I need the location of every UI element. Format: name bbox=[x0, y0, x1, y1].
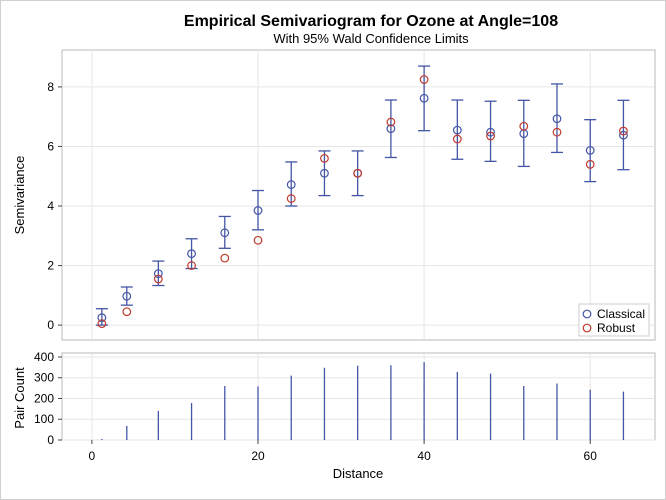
x-tick-label: 20 bbox=[251, 449, 265, 463]
robust-point bbox=[187, 261, 196, 270]
classical-point bbox=[153, 269, 163, 279]
robust-point bbox=[122, 307, 132, 317]
robust-point bbox=[97, 319, 107, 329]
legend-label: Robust bbox=[597, 321, 636, 335]
robust-point bbox=[220, 253, 230, 263]
y-tick-label: 400 bbox=[34, 350, 54, 364]
bottom-panel-frame bbox=[61, 352, 656, 441]
robust-point bbox=[386, 117, 396, 127]
robust-point bbox=[353, 168, 363, 178]
robust-point bbox=[619, 126, 628, 136]
robust-point bbox=[253, 235, 263, 245]
legend-marker-icon bbox=[582, 309, 592, 319]
classical-point bbox=[486, 127, 495, 137]
y-tick-label: 200 bbox=[34, 391, 54, 405]
y-axis-label-top: Semivariance bbox=[12, 156, 27, 235]
classical-point bbox=[386, 124, 396, 134]
classical-point bbox=[220, 228, 230, 238]
y-axis-label-bottom: Pair Count bbox=[12, 367, 27, 429]
classical-point bbox=[320, 168, 329, 178]
y-tick-label: 0 bbox=[47, 318, 54, 332]
legend-label: Classical bbox=[597, 307, 645, 321]
robust-point bbox=[419, 75, 429, 84]
robust-point bbox=[452, 134, 462, 144]
robust-point bbox=[552, 127, 562, 137]
classical-point bbox=[552, 114, 562, 124]
classical-point bbox=[619, 130, 628, 140]
x-axis-label: Distance bbox=[333, 466, 384, 481]
classical-point bbox=[122, 291, 132, 301]
classical-point bbox=[419, 93, 429, 103]
classical-point bbox=[286, 180, 296, 189]
chart-subtitle: With 95% Wald Confidence Limits bbox=[273, 31, 469, 46]
robust-point bbox=[519, 121, 529, 131]
y-tick-label: 4 bbox=[47, 199, 54, 213]
robust-point bbox=[486, 131, 495, 141]
robust-point bbox=[153, 274, 163, 284]
x-tick-label: 40 bbox=[417, 449, 431, 463]
x-tick-label: 0 bbox=[89, 449, 96, 463]
chart-title: Empirical Semivariogram for Ozone at Ang… bbox=[184, 13, 558, 30]
y-tick-label: 8 bbox=[47, 80, 54, 94]
legend-marker-icon bbox=[582, 323, 592, 333]
y-tick-label: 300 bbox=[34, 371, 54, 385]
y-tick-label: 2 bbox=[47, 259, 54, 273]
y-tick-label: 0 bbox=[47, 433, 54, 447]
classical-point bbox=[519, 129, 529, 139]
y-tick-label: 6 bbox=[47, 139, 54, 153]
robust-point bbox=[585, 159, 595, 169]
robust-point bbox=[286, 194, 296, 203]
top-panel-frame bbox=[61, 49, 656, 341]
classical-point bbox=[585, 145, 595, 155]
x-tick-label: 60 bbox=[584, 449, 598, 463]
classical-point bbox=[452, 125, 462, 135]
robust-point bbox=[320, 153, 329, 163]
classical-point bbox=[187, 249, 196, 259]
legend bbox=[578, 303, 650, 337]
classical-point bbox=[253, 206, 263, 215]
classical-point bbox=[97, 313, 107, 323]
y-tick-label: 100 bbox=[34, 412, 54, 426]
